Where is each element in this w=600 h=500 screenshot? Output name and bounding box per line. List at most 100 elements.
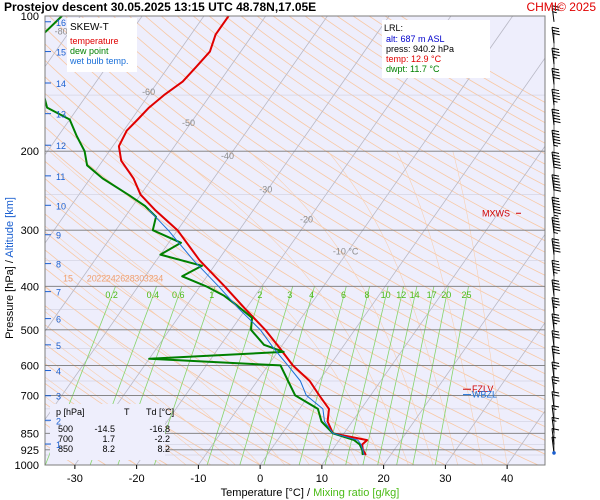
lrl-temperature: temp: 12.9 °C [386,54,442,64]
wind-barb-feather [553,228,561,232]
wind-barb-feather [552,241,560,244]
mixing-ratio-label: 0.6 [172,290,185,300]
series-line-temperature [117,16,369,456]
wind-barb-half-feather [552,382,557,385]
isotherm [45,16,143,156]
isotherm-label: -30 [259,184,272,194]
mixing-ratio-label: 0.2 [105,290,118,300]
wind-barb-feather [553,189,561,192]
wind-barb-feather [551,88,560,92]
isotherm [45,16,267,332]
altitude-tick-label: 9 [56,231,61,241]
lrl-pressure: press: 940.2 hPa [386,44,454,54]
wbzl-label: WBZL [472,390,497,400]
isotherm-label: -20 [300,214,313,224]
wind-barb-half-feather [553,231,558,234]
pressure-tick-label: 200 [21,146,39,158]
wind-barb [551,67,561,85]
wind-barb-feather [553,250,561,253]
series-line-dew-point [45,16,364,456]
mixing-ratio-line [239,286,294,465]
pressure-tick-label: 700 [21,390,39,402]
wind-barb [551,238,561,255]
wind-barb-feather [552,303,560,306]
wind-barb-feather [552,222,560,226]
wind-barb-staff [551,48,555,65]
wind-barb [551,361,560,379]
wind-barb [551,416,560,434]
mxws-label: MXWS [482,208,510,218]
mixing-ratio-line [434,286,469,465]
wind-barb-feather [553,211,561,215]
wind-barb [551,47,560,65]
wind-barb-feather [552,199,560,203]
mixing-ratio-line [396,286,435,465]
y-axis-label: Pressure [hPa] / Altitude [km] [4,197,16,339]
wind-barb-feather [552,285,560,288]
altitude-tick-label: 5 [56,341,61,351]
theta-label: 22 [96,273,106,283]
altitude-tick-label: 8 [56,260,61,270]
wind-barb-feather [551,391,560,394]
wind-barb-staff [551,27,555,44]
wind-barb-feather [553,163,561,166]
mixing-ratio-line [298,286,347,465]
mixing-ratio-label: 25 [461,290,471,300]
mixing-ratio-label: 12 [396,290,406,300]
y-axis-label-pressure: Pressure [hPa] [4,266,16,339]
wind-barb [551,129,561,147]
wind-barb-staff [551,68,555,85]
wind-barb-staff [551,330,555,347]
wind-barb-feather [552,351,560,355]
wind-barb-feather [551,67,560,71]
wind-barb-feather [551,47,560,51]
pressure-tick-label: 1000 [15,460,39,472]
altitude-tick-label: 6 [56,315,61,325]
x-axis-label: Temperature [°C] / Mixing ratio [g/kg] [221,487,400,499]
ptable-cell: 700 [58,434,73,444]
theta-label: 30 [134,273,144,283]
wind-barb-feather [552,219,560,223]
wind-barb-half-feather [553,271,558,274]
wind-barb-feather [552,70,560,74]
wind-barb-staff [551,297,555,314]
wind-barb-feather [553,186,561,189]
isotherm-label: -50 [182,118,195,128]
wind-barb-feather [552,50,560,54]
wind-barb-staff [551,417,555,434]
mixing-ratio-label: 8 [365,290,370,300]
wind-barb-feather [553,120,561,124]
wind-barb-feather [552,135,560,139]
wind-barb-feather [552,202,560,206]
ptable-cell: -2.2 [154,434,170,444]
wind-barb-half-feather [552,419,557,422]
wind-barb-staff [551,217,555,234]
wind-barb-staff [551,89,555,106]
wind-barb-staff [551,391,555,408]
theta-label: 34 [153,273,163,283]
wind-barb-feather [551,279,560,282]
wind-barb [551,376,560,393]
lrl-title: LRL: [384,23,403,33]
x-axis-label-temperature: Temperature [°C] [221,487,304,499]
wind-barb [551,427,560,445]
isotherm [321,145,545,465]
wind-barb [551,5,560,22]
isotherm [45,16,328,421]
mixing-ratio-line [263,286,315,465]
pressure-tick-label: 100 [21,11,39,23]
ptable-cell: 8.2 [102,444,115,454]
mixing-ratio-label: 1 [209,290,214,300]
wind-barb-feather [553,205,561,209]
wind-barb-feather [551,196,560,200]
wind-barb-staff [551,174,555,191]
altitude-tick-label: 13 [56,110,66,120]
wind-barb-feather [552,94,560,98]
mixing-ratio-line [362,286,405,465]
wind-barb [551,279,561,296]
wind-barb-half-feather [551,436,557,439]
wind-barb-feather [553,288,561,291]
wind-barb-feather [551,238,560,241]
wind-barb-feather [553,183,561,186]
legend: SKEW-T temperature dew point wet bulb te… [67,18,137,72]
